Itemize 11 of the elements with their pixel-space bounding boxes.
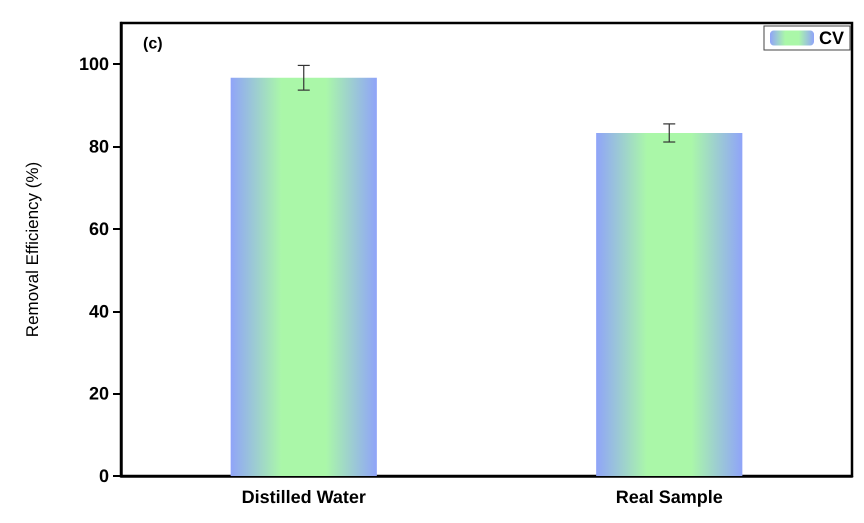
y-tick-label: 80 [88, 136, 109, 157]
y-tick-label: 20 [88, 384, 109, 404]
annotation: (c) [143, 36, 163, 52]
x-tick-label: Distilled Water [242, 487, 366, 507]
x-tick-label: Real Sample [616, 487, 723, 507]
y-tick-label: 100 [78, 54, 109, 74]
y-tick-label: 60 [88, 218, 109, 239]
legend-label: CV [818, 28, 844, 48]
y-axis-title: Removal Efficiency (%) [23, 162, 42, 338]
y-tick-label: 40 [88, 301, 109, 322]
y-tick-label: 0 [98, 466, 109, 486]
